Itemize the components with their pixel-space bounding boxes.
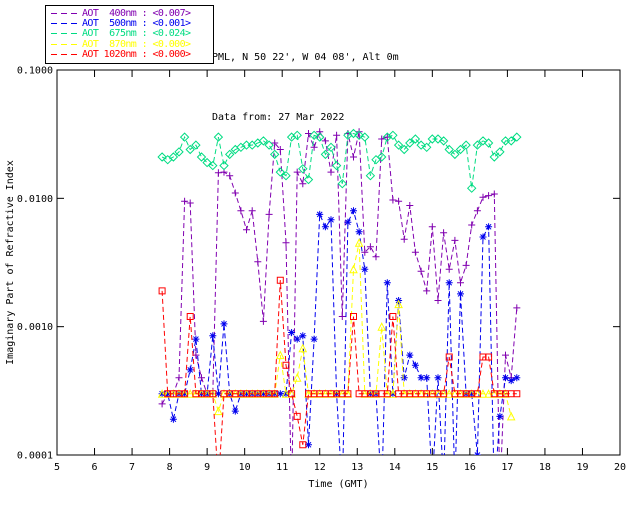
series-line-500nm <box>162 209 518 455</box>
legend-entry-label: AOT 1020nm : <0.000> <box>82 49 191 61</box>
series-1020nm <box>158 276 521 455</box>
series-line-400nm <box>161 130 518 455</box>
date-subtitle: Data from: 27 Mar 2022 <box>212 112 345 123</box>
legend-entry-label: AOT 400nm : <0.007> <box>82 7 191 19</box>
legend-line-sample <box>51 12 77 14</box>
series-675nm <box>157 128 522 193</box>
legend-entry-label: AOT 500nm : <0.001> <box>82 18 191 30</box>
svg-text:19: 19 <box>576 462 588 473</box>
series-markers-675nm <box>157 128 522 193</box>
svg-text:20: 20 <box>614 462 626 473</box>
svg-text:12: 12 <box>314 462 326 473</box>
svg-text:11: 11 <box>276 462 288 473</box>
legend-entry-400nm: AOT 400nm : <0.007> <box>51 7 209 19</box>
legend-line-sample <box>51 33 77 35</box>
svg-text:6: 6 <box>92 462 98 473</box>
series-500nm <box>158 207 521 455</box>
svg-text:0.1000: 0.1000 <box>17 66 53 77</box>
series-layer <box>157 128 522 455</box>
x-axis-title: Time (GMT) <box>308 479 368 490</box>
series-line-675nm <box>161 132 518 189</box>
svg-text:18: 18 <box>539 462 551 473</box>
y-axis-title: Imaginary Part of Refractive Index <box>5 160 16 365</box>
svg-text:9: 9 <box>204 462 210 473</box>
chart-header: PML, N 50 22', W 04 08', Alt 0m Data fro… <box>212 8 399 168</box>
legend-line-sample <box>51 43 77 45</box>
series-markers-1020nm <box>158 276 521 449</box>
legend-entry-label: AOT 675nm : <0.024> <box>82 28 191 40</box>
axis-tick-labels: 5 6 7 8 9 10 11 12 13 14 15 16 17 18 19 20 0.1000 0.0100 0… <box>17 66 626 474</box>
legend-entry-675nm: AOT 675nm : <0.024> <box>51 28 209 40</box>
series-markers-500nm <box>158 207 521 455</box>
legend-entry-870nm: AOT 870nm : <0.000> <box>51 38 209 50</box>
legend-entry-label: AOT 870nm : <0.000> <box>82 38 191 50</box>
svg-text:10: 10 <box>239 462 251 473</box>
svg-text:15: 15 <box>426 462 438 473</box>
svg-text:14: 14 <box>389 462 401 473</box>
svg-text:5: 5 <box>54 462 60 473</box>
svg-text:17: 17 <box>501 462 513 473</box>
svg-text:13: 13 <box>351 462 363 473</box>
legend-entry-500nm: AOT 500nm : <0.001> <box>51 18 209 30</box>
svg-text:7: 7 <box>129 462 135 473</box>
axis-ticks <box>56 69 621 456</box>
legend-line-sample <box>51 23 77 25</box>
svg-text:0.0100: 0.0100 <box>17 194 53 205</box>
svg-text:0.0001: 0.0001 <box>17 451 53 462</box>
plot-box <box>56 69 621 456</box>
svg-text:0.0010: 0.0010 <box>17 322 53 333</box>
svg-text:16: 16 <box>464 462 476 473</box>
legend-box: AOT 400nm : <0.007> AOT 500nm : <0.001> AO… <box>45 5 214 64</box>
legend-line-sample <box>51 54 77 56</box>
legend-entry-1020nm: AOT 1020nm : <0.000> <box>51 49 209 61</box>
svg-text:8: 8 <box>167 462 173 473</box>
station-title: PML, N 50 22', W 04 08', Alt 0m <box>212 52 399 63</box>
